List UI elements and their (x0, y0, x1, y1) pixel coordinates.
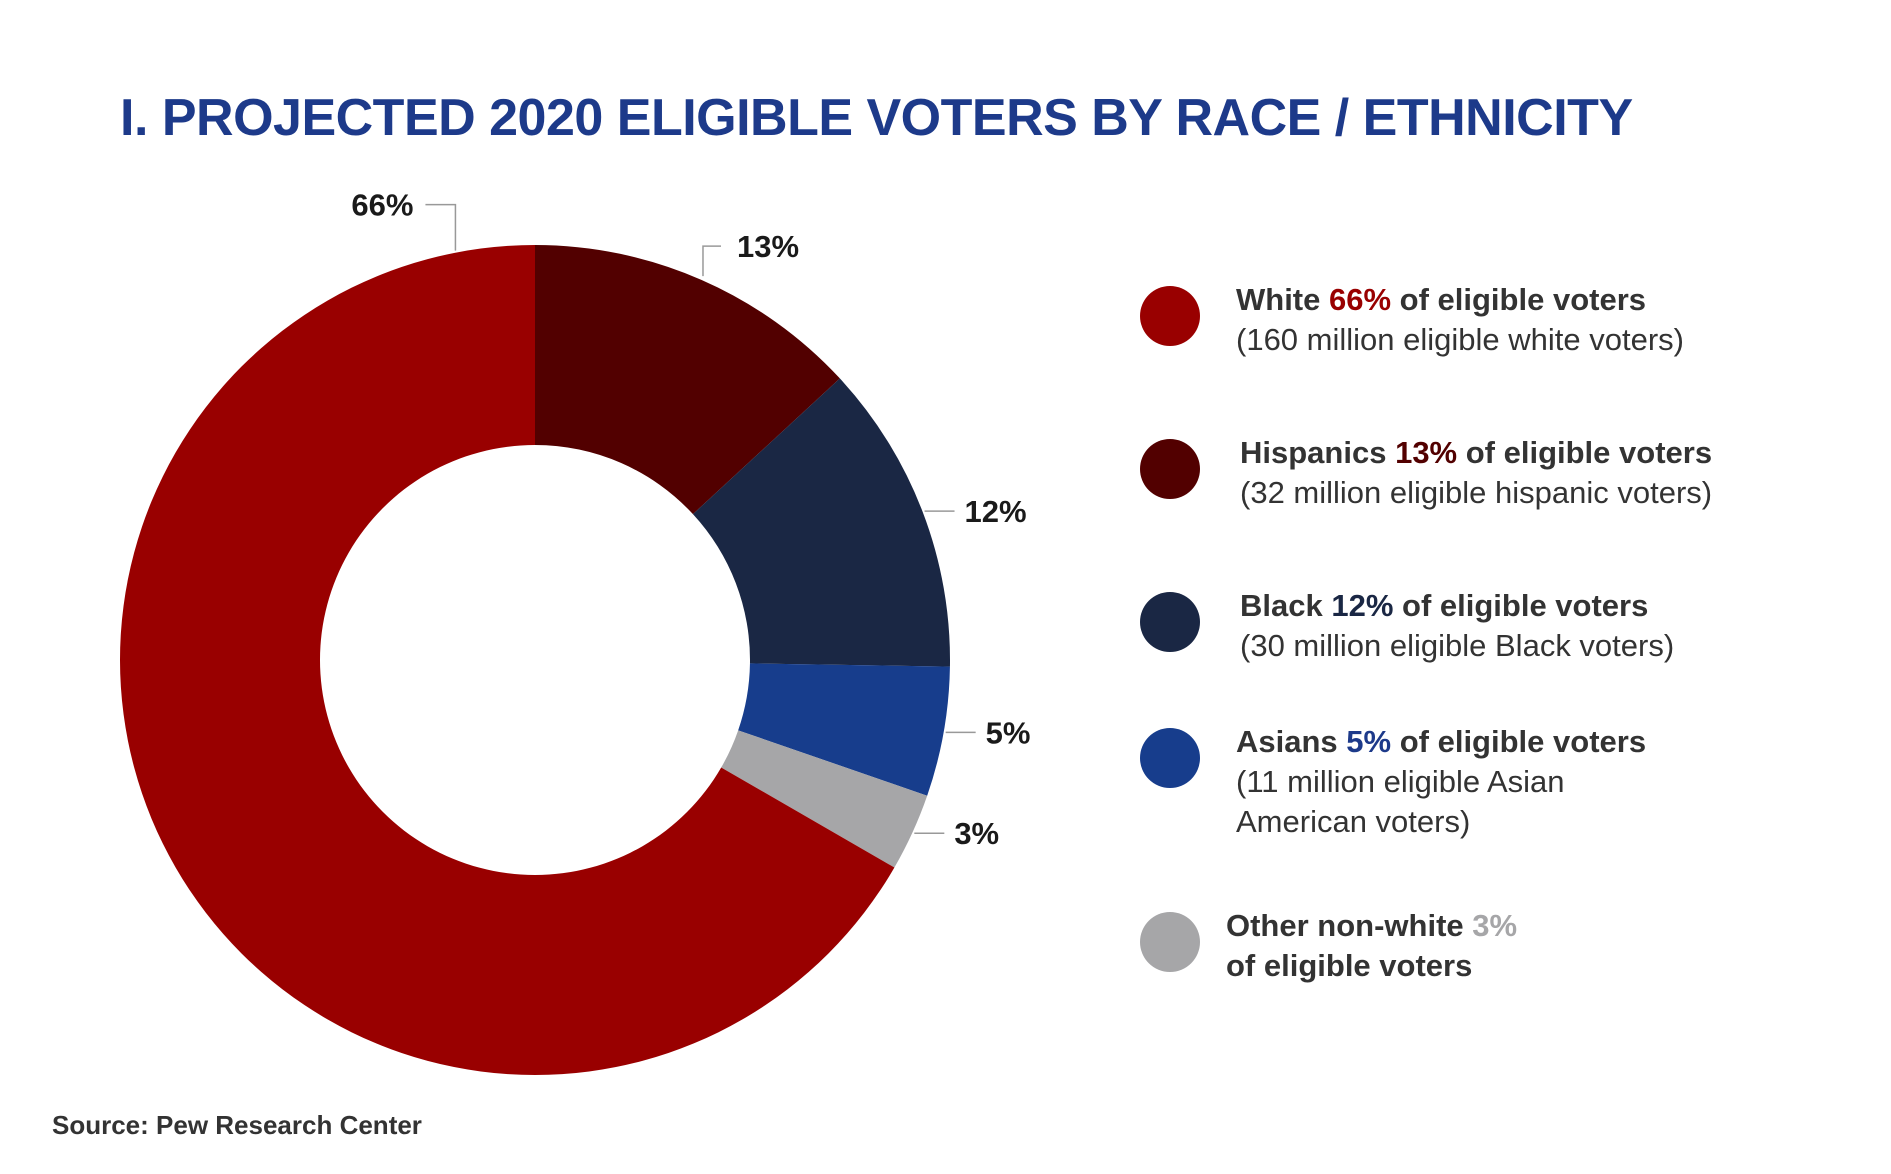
legend-line-asians: Asians 5% of eligible voters (1236, 722, 1646, 762)
slice-other-non-white (721, 730, 928, 868)
slice-label-asians: 5% (986, 715, 1031, 750)
legend-pct-white: 66% (1329, 282, 1392, 317)
leader-line-hispanics (702, 245, 721, 277)
legend-swatch-black (1140, 592, 1200, 652)
legend-name-asians: Asians (1236, 724, 1338, 759)
donut-chart: 13% 12% 5% 3% 66% (119, 188, 1031, 1075)
slice-label-black: 12% (965, 494, 1027, 529)
legend-rest-other: of eligible voters (1226, 948, 1473, 983)
legend-name-hispanics: Hispanics (1240, 435, 1387, 470)
legend-name-black: Black (1240, 588, 1323, 623)
slice-label-other-non-white: 3% (954, 816, 999, 851)
legend-swatch-other (1140, 912, 1200, 972)
legend-rest-hispanics: of eligible voters (1457, 435, 1713, 470)
legend-sub-hispanics: (32 million eligible hispanic voters) (1240, 475, 1713, 510)
slice-label-hispanics: 13% (737, 229, 799, 264)
legend-pct-asians: 5% (1346, 724, 1392, 759)
legend-rest-black: of eligible voters (1393, 588, 1649, 623)
legend-rest-asians: of eligible voters (1391, 724, 1647, 759)
legend-name-white: White (1236, 282, 1321, 317)
legend-sub-asians: (11 million eligible Asian American vote… (1236, 764, 1565, 839)
source-note: Source: Pew Research Center (52, 1110, 422, 1140)
chart-title: I. PROJECTED 2020 ELIGIBLE VOTERS BY RAC… (120, 89, 1633, 147)
slice-white (119, 245, 895, 1075)
legend-name-other: Other non-white (1226, 908, 1464, 943)
legend-line-other: Other non-white 3% (1226, 906, 1626, 946)
legend-swatch-asians (1140, 728, 1200, 788)
legend-line-hispanics: Hispanics 13% of eligible voters (1240, 433, 1860, 473)
legend-pct-other: 3% (1472, 908, 1518, 943)
legend-rest-white: of eligible voters (1391, 282, 1646, 317)
leader-line-white (425, 203, 457, 251)
legend-pct-black: 12% (1331, 588, 1394, 623)
legend-pct-hispanics: 13% (1395, 435, 1458, 470)
legend-swatch-white (1140, 286, 1200, 346)
legend-sub-black: (30 million eligible Black voters) (1240, 628, 1675, 663)
legend-sub-white: (160 million eligible white voters) (1236, 322, 1684, 357)
legend-swatch-hispanics (1140, 439, 1200, 499)
slice-label-white: 66% (351, 188, 413, 223)
slice-black (692, 378, 950, 667)
legend-line-black: Black 12% of eligible voters (1240, 586, 1860, 626)
slice-asians (738, 663, 950, 796)
slice-hispanics (535, 245, 840, 515)
legend-line-white: White 66% of eligible voters (1236, 280, 1856, 320)
